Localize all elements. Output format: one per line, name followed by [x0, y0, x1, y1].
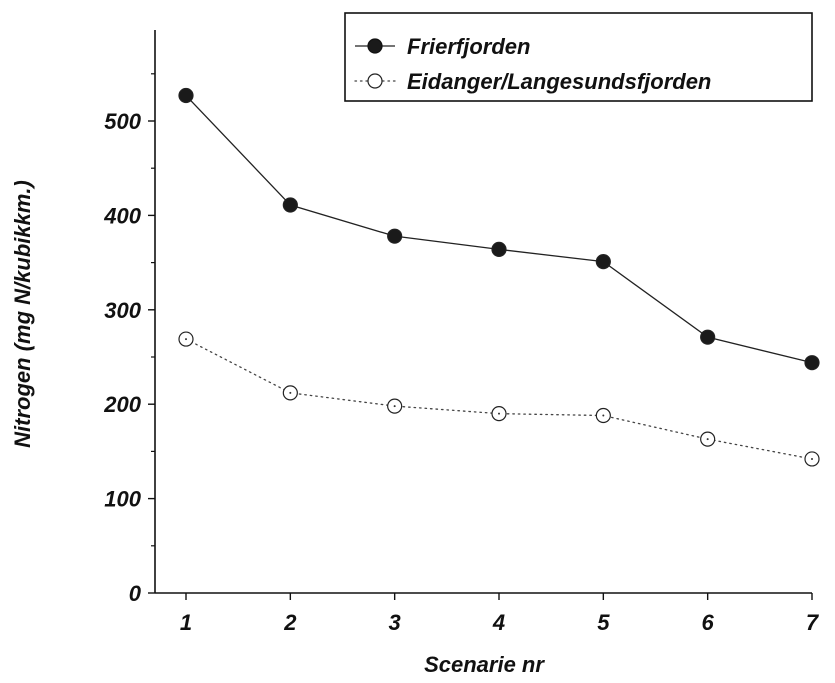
- data-point-center-s1-x5: [602, 414, 605, 417]
- data-point-center-s1-x1: [185, 338, 187, 341]
- x-axis-title: Scenarie nr: [424, 652, 545, 677]
- y-tick-label-400: 400: [103, 203, 141, 228]
- legend-label-frierfjorden: Frierfjorden: [407, 34, 530, 59]
- legend-label-eidanger: Eidanger/Langesundsfjorden: [407, 69, 711, 94]
- legend-marker-frierfjorden: [367, 38, 383, 54]
- y-tick-label-200: 200: [103, 392, 141, 417]
- data-point-s0-x6: [700, 329, 716, 345]
- y-tick-label-500: 500: [104, 109, 141, 134]
- y-axis-title: Nitrogen (mg N/kubikkm.): [10, 180, 35, 448]
- legend-marker-eidanger: [367, 73, 383, 89]
- data-point-center-s1-x2: [289, 391, 292, 394]
- x-tick-label-6: 6: [702, 610, 715, 635]
- x-tick-label-4: 4: [492, 610, 505, 635]
- data-point-center-s1-x3: [393, 405, 396, 408]
- x-tick-label-3: 3: [389, 610, 401, 635]
- data-point-center-s1-x4: [498, 412, 500, 415]
- ticks: [148, 73, 813, 600]
- axes: [154, 30, 812, 594]
- data-point-s0-x5: [595, 254, 611, 270]
- legend: Frierfjorden Eidanger/Langesundsfjorden: [344, 12, 813, 102]
- series-line-0: [185, 95, 813, 364]
- series-0: [178, 87, 820, 371]
- data-point-s0-x1: [178, 87, 194, 104]
- data-point-s0-x3: [387, 228, 403, 244]
- y-tick-label-300: 300: [104, 298, 141, 323]
- y-tick-label-0: 0: [129, 581, 142, 606]
- x-tick-label-5: 5: [597, 610, 610, 635]
- series-1: [178, 331, 820, 467]
- series-line-1: [185, 338, 813, 460]
- data-point-center-s1-x6: [706, 438, 709, 441]
- data-point-s0-x4: [491, 241, 507, 257]
- data-point-s0-x7: [804, 355, 820, 371]
- x-tick-label-1: 1: [180, 610, 192, 635]
- data-point-s0-x2: [282, 197, 298, 213]
- x-tick-label-7: 7: [806, 610, 820, 635]
- tick-labels: 0 100 200 300 400 500 1 2 3 4 5 6 7: [103, 109, 820, 635]
- series-layer: [178, 87, 820, 467]
- legend-box: [344, 12, 813, 102]
- y-tick-label-100: 100: [104, 487, 141, 512]
- data-point-center-s1-x7: [811, 457, 813, 460]
- x-tick-label-2: 2: [283, 610, 297, 635]
